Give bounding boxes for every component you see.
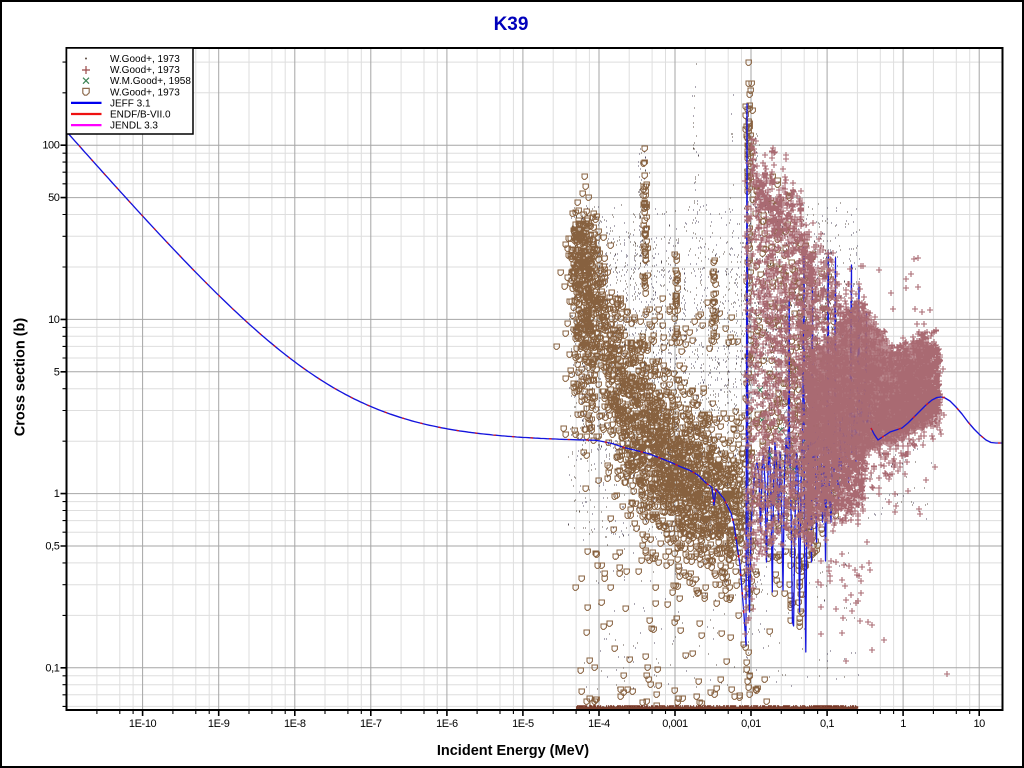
- svg-text:Cross section (b): Cross section (b): [13, 318, 29, 437]
- svg-text:JENDL 3.3: JENDL 3.3: [110, 121, 158, 132]
- svg-text:1: 1: [54, 488, 60, 500]
- svg-text:10: 10: [48, 314, 60, 326]
- svg-text:Incident Energy (MeV): Incident Energy (MeV): [437, 743, 589, 759]
- svg-text:W.M.Good+, 1958: W.M.Good+, 1958: [110, 76, 191, 87]
- svg-text:10: 10: [973, 718, 985, 730]
- svg-text:W.Good+, 1973: W.Good+, 1973: [110, 87, 180, 98]
- svg-text:K39: K39: [494, 14, 529, 35]
- svg-text:1E-5: 1E-5: [512, 718, 534, 730]
- svg-text:0,5: 0,5: [45, 541, 59, 553]
- svg-text:ENDF/B-VII.0: ENDF/B-VII.0: [110, 110, 171, 121]
- svg-text:1E-7: 1E-7: [360, 718, 382, 730]
- svg-text:W.Good+, 1973: W.Good+, 1973: [110, 54, 180, 65]
- svg-text:1E-6: 1E-6: [436, 718, 458, 730]
- svg-text:100: 100: [42, 140, 59, 152]
- svg-text:1: 1: [900, 718, 906, 730]
- svg-text:W.Good+, 1973: W.Good+, 1973: [110, 65, 180, 76]
- svg-text:5: 5: [54, 366, 60, 378]
- svg-text:1E-4: 1E-4: [588, 718, 610, 730]
- svg-text:0,1: 0,1: [820, 718, 834, 730]
- svg-text:1E-8: 1E-8: [284, 718, 306, 730]
- svg-text:1E-9: 1E-9: [208, 718, 230, 730]
- svg-text:0,01: 0,01: [741, 718, 761, 730]
- svg-text:0,1: 0,1: [45, 662, 59, 674]
- svg-text:1E-10: 1E-10: [129, 718, 157, 730]
- svg-text:JEFF 3.1: JEFF 3.1: [110, 98, 151, 109]
- svg-text:50: 50: [48, 192, 60, 204]
- svg-text:0,001: 0,001: [662, 718, 688, 730]
